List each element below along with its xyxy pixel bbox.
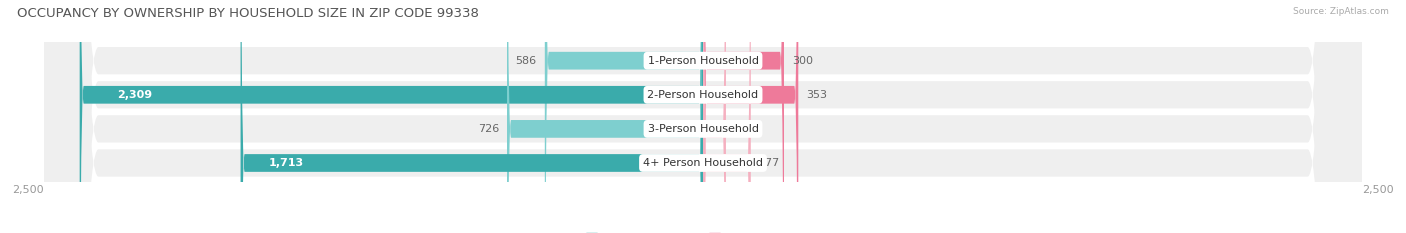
Text: 1,713: 1,713 <box>269 158 304 168</box>
Text: 177: 177 <box>759 158 780 168</box>
Text: 1-Person Household: 1-Person Household <box>648 56 758 66</box>
FancyBboxPatch shape <box>703 0 799 233</box>
FancyBboxPatch shape <box>45 0 1361 233</box>
Text: 2-Person Household: 2-Person Household <box>647 90 759 100</box>
Text: OCCUPANCY BY OWNERSHIP BY HOUSEHOLD SIZE IN ZIP CODE 99338: OCCUPANCY BY OWNERSHIP BY HOUSEHOLD SIZE… <box>17 7 479 20</box>
FancyBboxPatch shape <box>80 0 703 233</box>
FancyBboxPatch shape <box>703 0 725 233</box>
Text: 3-Person Household: 3-Person Household <box>648 124 758 134</box>
Text: 726: 726 <box>478 124 499 134</box>
Text: 2,309: 2,309 <box>117 90 152 100</box>
Text: 586: 586 <box>516 56 537 66</box>
FancyBboxPatch shape <box>45 0 1361 233</box>
Text: 300: 300 <box>792 56 813 66</box>
FancyBboxPatch shape <box>45 0 1361 233</box>
Text: 4+ Person Household: 4+ Person Household <box>643 158 763 168</box>
Text: Source: ZipAtlas.com: Source: ZipAtlas.com <box>1294 7 1389 16</box>
Text: 85: 85 <box>734 124 748 134</box>
FancyBboxPatch shape <box>703 0 785 233</box>
FancyBboxPatch shape <box>703 0 751 233</box>
FancyBboxPatch shape <box>45 0 1361 233</box>
FancyBboxPatch shape <box>508 0 703 233</box>
FancyBboxPatch shape <box>544 0 703 233</box>
FancyBboxPatch shape <box>240 0 703 233</box>
Text: 353: 353 <box>807 90 827 100</box>
